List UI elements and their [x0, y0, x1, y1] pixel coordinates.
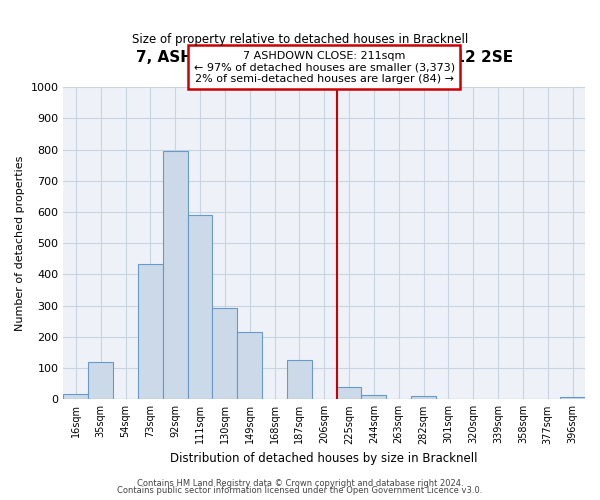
Text: Contains HM Land Registry data © Crown copyright and database right 2024.: Contains HM Land Registry data © Crown c… [137, 478, 463, 488]
Bar [237, 332, 262, 400]
Bar [411, 396, 436, 400]
Bar [287, 360, 312, 400]
Text: Contains public sector information licensed under the Open Government Licence v3: Contains public sector information licen… [118, 486, 482, 495]
Bar [361, 394, 386, 400]
Bar [163, 151, 188, 400]
Title: 7, ASHDOWN CLOSE, BRACKNELL, RG12 2SE: 7, ASHDOWN CLOSE, BRACKNELL, RG12 2SE [136, 50, 513, 65]
Bar [64, 394, 88, 400]
Text: Size of property relative to detached houses in Bracknell: Size of property relative to detached ho… [132, 32, 468, 46]
X-axis label: Distribution of detached houses by size in Bracknell: Distribution of detached houses by size … [170, 452, 478, 465]
Bar [337, 387, 361, 400]
Bar [188, 215, 212, 400]
Y-axis label: Number of detached properties: Number of detached properties [15, 156, 25, 331]
Text: 7 ASHDOWN CLOSE: 211sqm
← 97% of detached houses are smaller (3,373)
2% of semi-: 7 ASHDOWN CLOSE: 211sqm ← 97% of detache… [194, 50, 455, 84]
Bar [212, 308, 237, 400]
Bar [560, 397, 585, 400]
Bar [138, 264, 163, 400]
Bar [88, 362, 113, 400]
